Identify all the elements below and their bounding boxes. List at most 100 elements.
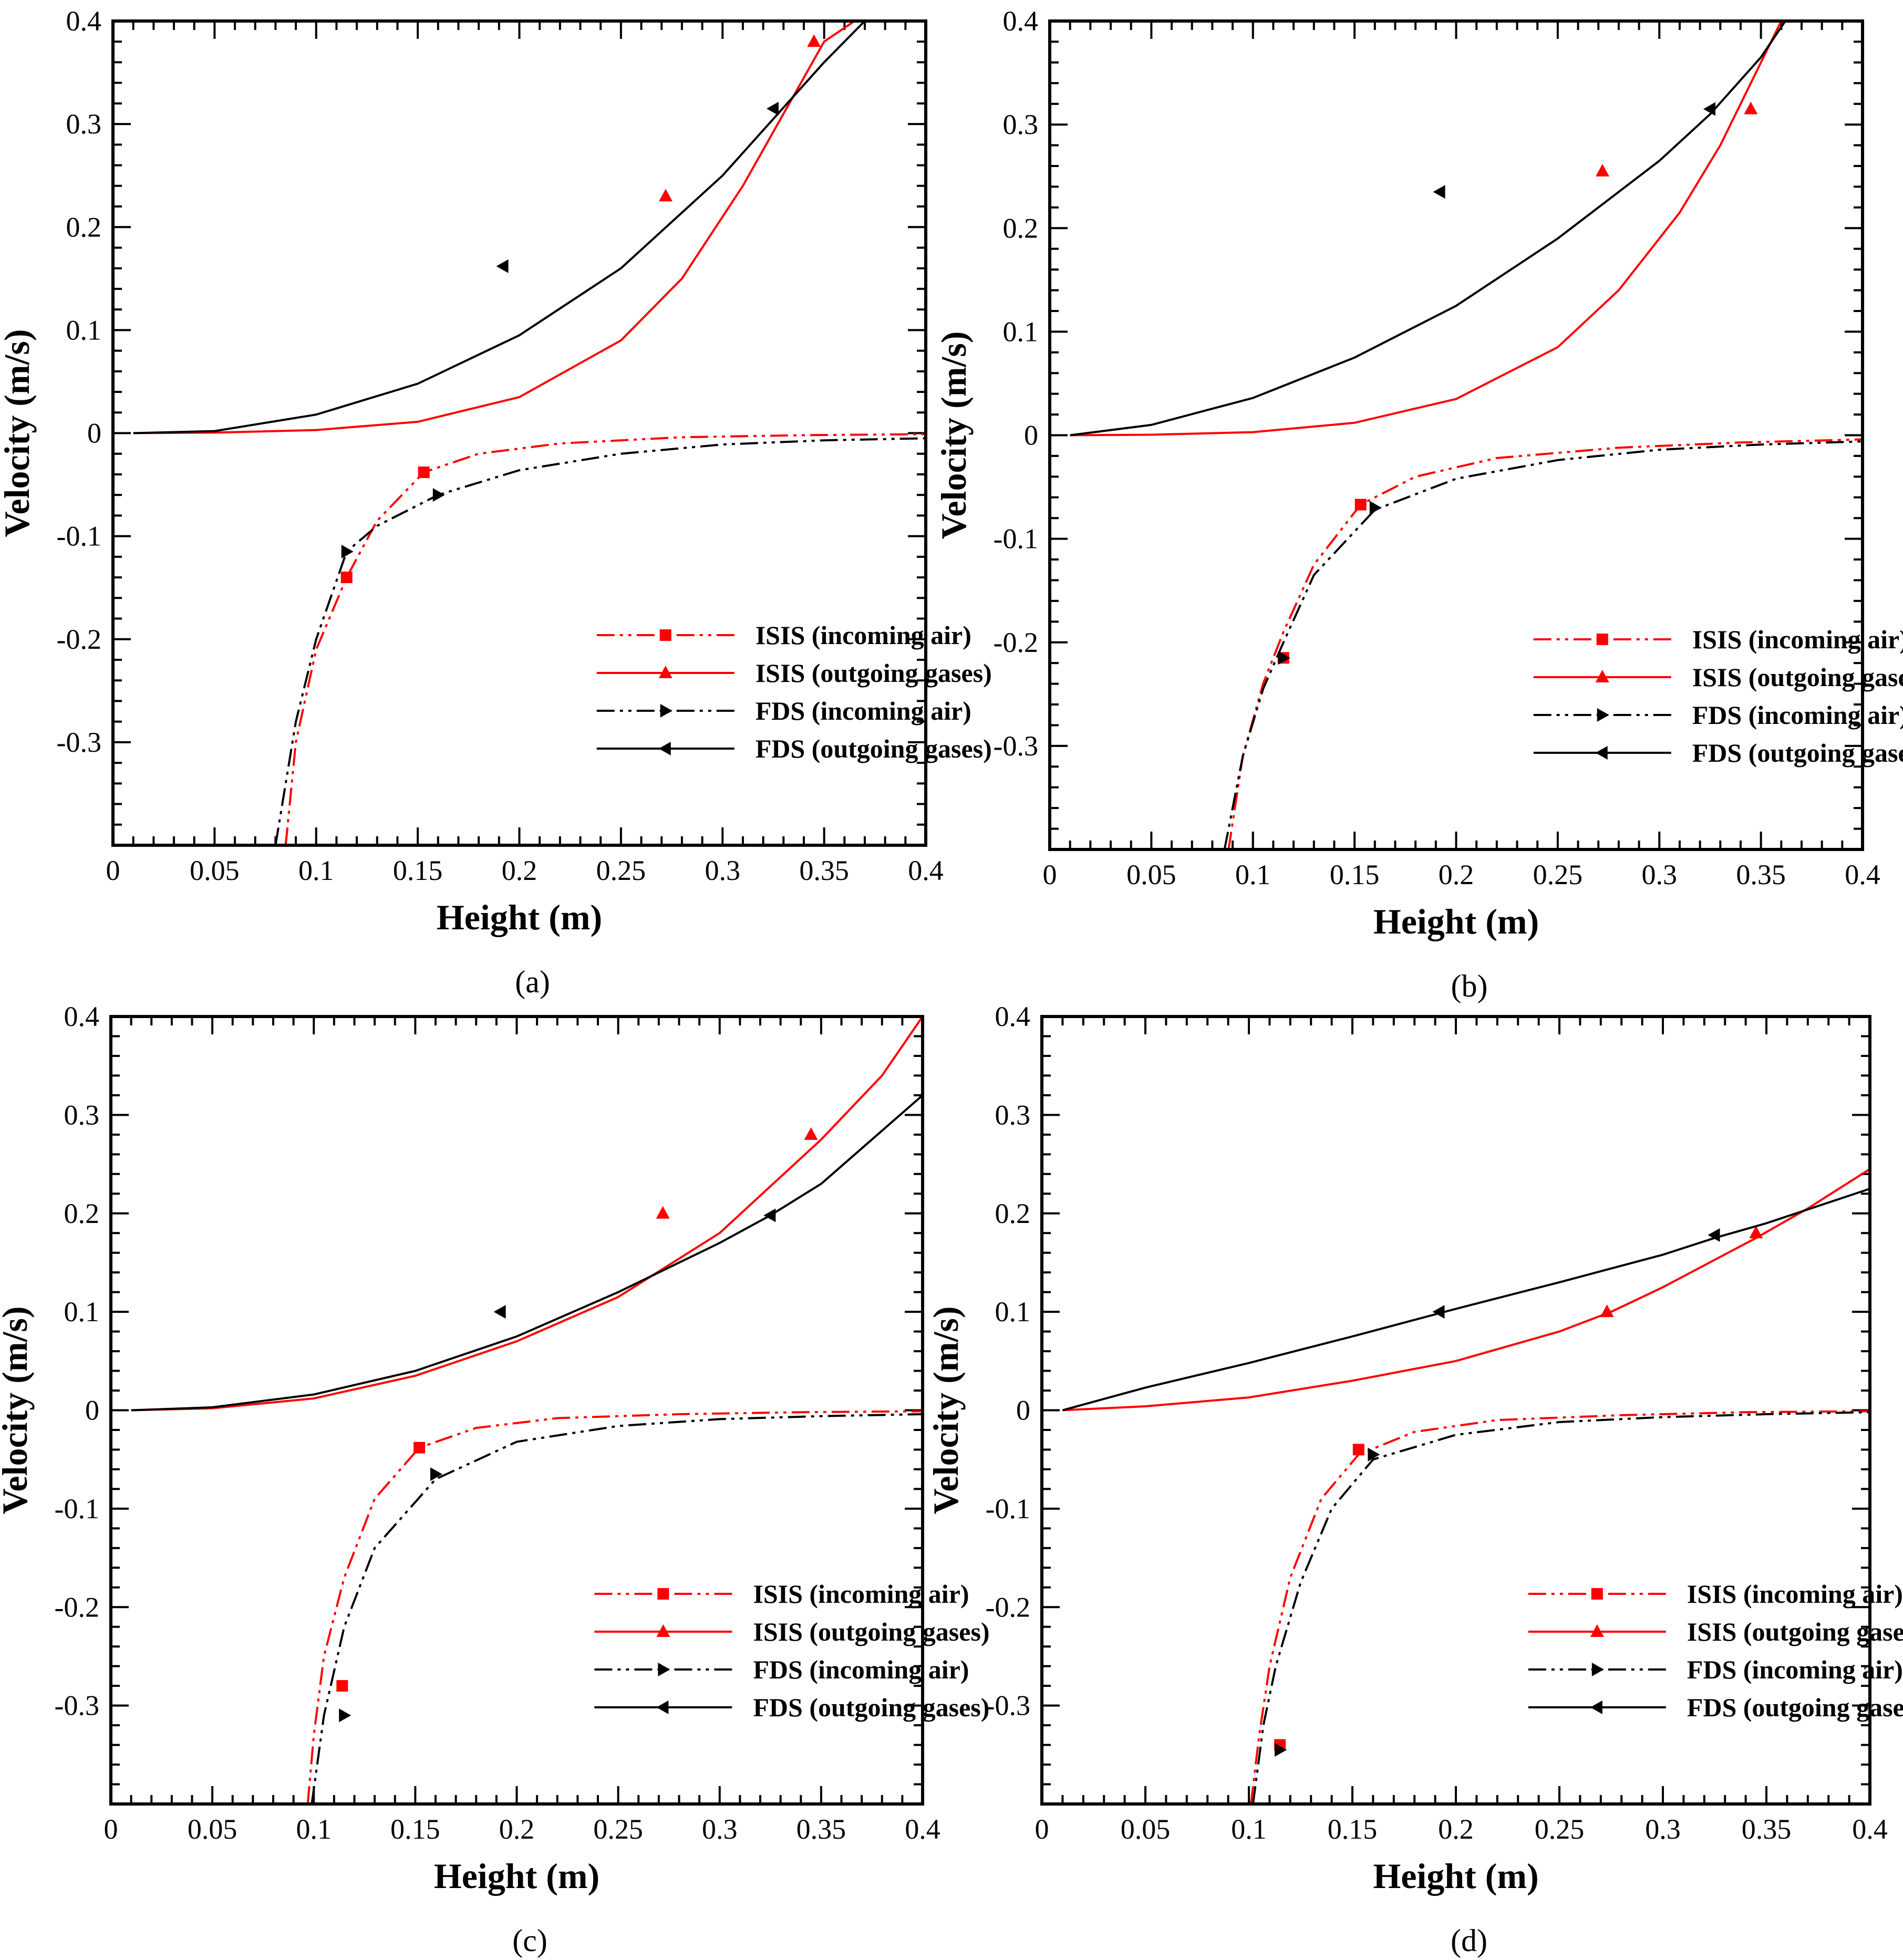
legend-marker bbox=[658, 1663, 670, 1676]
y-axis-title: Velocity (m/s) bbox=[0, 329, 37, 537]
legend-marker bbox=[1595, 746, 1608, 760]
series-line-2 bbox=[131, 1017, 923, 1412]
legend-label: ISIS (incoming air) bbox=[1692, 625, 1903, 654]
legend-label: ISIS (incoming air) bbox=[756, 620, 971, 650]
legend-label: FDS (outgoing gases) bbox=[1687, 1693, 1903, 1722]
data-point-square bbox=[336, 1680, 348, 1692]
y-tick-label: 0.2 bbox=[66, 211, 102, 243]
legend-label: FDS (outgoing gases) bbox=[753, 1693, 989, 1722]
legend-label: ISIS (outgoing gases) bbox=[753, 1617, 989, 1646]
y-tick-label: 0.3 bbox=[66, 108, 102, 140]
legend-marker bbox=[1597, 708, 1609, 722]
chart-panel-1: 0 0.05 0.1 0.15 0.2 0.25 0.3 0.35 0.4 0.4 0.3 0.2 0.… bbox=[0, 5, 992, 999]
legend-marker bbox=[657, 1588, 669, 1600]
data-point-triangle-right bbox=[1278, 651, 1290, 665]
data-point-triangle-right bbox=[1368, 1447, 1380, 1461]
y-axis-title: Velocity (m/s) bbox=[0, 1306, 35, 1515]
panel-label: (d) bbox=[1451, 1923, 1487, 1958]
data-point-square bbox=[413, 1442, 426, 1454]
series-line-3 bbox=[1252, 1411, 1870, 1804]
y-tick-label: 0 bbox=[1016, 1395, 1030, 1426]
y-tick-label: 0.2 bbox=[1003, 212, 1039, 244]
x-tick-label: 0.25 bbox=[1535, 1813, 1585, 1845]
y-tick-label: 0.4 bbox=[66, 5, 102, 37]
x-tick-label: 0.15 bbox=[1330, 859, 1380, 890]
x-tick-label: 0.3 bbox=[1645, 1813, 1681, 1845]
chart-panel-3: 0 0.05 0.1 0.15 0.2 0.25 0.3 0.35 0.4 0.4 0.3 0.2 0.… bbox=[0, 1001, 989, 1958]
data-point-square bbox=[1354, 499, 1367, 511]
y-tick-label: -0.1 bbox=[55, 1493, 99, 1525]
data-point-triangle-right bbox=[430, 1467, 442, 1481]
x-tick-label: 0.05 bbox=[190, 855, 240, 886]
series-line-3 bbox=[311, 1413, 923, 1804]
plot-area bbox=[1070, 21, 1863, 849]
legend-marker bbox=[658, 742, 671, 755]
legend-marker bbox=[656, 1700, 669, 1714]
y-tick-label: 0.1 bbox=[66, 314, 102, 346]
data-point-square bbox=[418, 466, 430, 479]
series-line-2 bbox=[133, 21, 855, 434]
y-tick-label: -0.1 bbox=[994, 523, 1038, 555]
series-line-2 bbox=[1070, 21, 1783, 437]
y-axis-title: Velocity (m/s) bbox=[926, 1306, 966, 1515]
y-axis-title: Velocity (m/s) bbox=[934, 331, 974, 540]
legend-marker bbox=[656, 1624, 670, 1637]
plot-frame bbox=[111, 19, 927, 847]
y-tick-label: -0.2 bbox=[55, 1591, 99, 1623]
legend-label: FDS (incoming air) bbox=[1687, 1655, 1903, 1684]
legend-marker bbox=[1591, 1663, 1604, 1676]
series-line-4 bbox=[1070, 21, 1786, 437]
data-point-triangle-right bbox=[341, 545, 354, 559]
x-tick-label: 0.1 bbox=[1235, 859, 1271, 890]
legend-marker bbox=[1596, 634, 1608, 645]
data-point-triangle-up bbox=[658, 189, 673, 202]
data-point-triangle-left bbox=[496, 259, 509, 273]
series-line-4 bbox=[131, 1094, 923, 1412]
y-tick-label: -0.2 bbox=[994, 627, 1038, 658]
x-tick-label: 0.4 bbox=[905, 1813, 940, 1845]
panel-label: (a) bbox=[515, 965, 550, 999]
x-tick-label: 0.1 bbox=[298, 855, 334, 886]
legend-label: FDS (incoming air) bbox=[1692, 700, 1903, 730]
legend: ISIS (incoming air) ISIS (outgoing gases)… bbox=[1533, 625, 1903, 768]
x-axis-title: Height (m) bbox=[437, 897, 602, 937]
y-tick-label: -0.3 bbox=[57, 727, 101, 758]
x-tick-label: 0.1 bbox=[296, 1813, 332, 1845]
legend-marker bbox=[660, 704, 673, 718]
y-tick-label: 0 bbox=[85, 1395, 99, 1426]
data-point-triangle-left bbox=[1703, 102, 1715, 116]
series-line-1 bbox=[306, 1410, 923, 1804]
data-point-triangle-left bbox=[1433, 185, 1445, 199]
y-tick-label: 0.3 bbox=[995, 1099, 1031, 1131]
x-tick-label: 0.15 bbox=[390, 1813, 440, 1845]
plot-frame bbox=[109, 1015, 924, 1806]
y-tick-label: 0 bbox=[87, 418, 101, 449]
chart-panel-2: 0 0.05 0.1 0.15 0.2 0.25 0.3 0.35 0.4 0.4 0.3 0.2 0.… bbox=[934, 5, 1903, 1003]
series-line-4 bbox=[133, 21, 866, 434]
y-tick-label: 0.1 bbox=[995, 1296, 1031, 1328]
data-point-triangle-right bbox=[1275, 1743, 1287, 1757]
legend-marker bbox=[658, 666, 673, 678]
x-tick-label: 0 bbox=[106, 855, 120, 886]
y-tick-label: 0.4 bbox=[64, 1001, 100, 1032]
data-point-triangle-up bbox=[1595, 163, 1609, 177]
data-point-triangle-up bbox=[656, 1206, 670, 1219]
legend: ISIS (incoming air) ISIS (outgoing gases)… bbox=[1528, 1579, 1903, 1722]
legend-marker bbox=[1591, 1588, 1603, 1600]
y-tick-label: 0.1 bbox=[64, 1296, 100, 1328]
legend-label: ISIS (outgoing gases) bbox=[1692, 662, 1903, 692]
y-tick-label: -0.1 bbox=[986, 1493, 1030, 1525]
y-tick-label: -0.2 bbox=[986, 1591, 1030, 1623]
y-tick-label: 0.4 bbox=[1003, 5, 1039, 37]
plot-frame bbox=[1048, 19, 1864, 851]
x-tick-label: 0.4 bbox=[908, 855, 944, 886]
y-tick-label: 0.1 bbox=[1003, 316, 1039, 347]
legend-label: FDS (outgoing gases) bbox=[1692, 738, 1903, 768]
legend: ISIS (incoming air) ISIS (outgoing gases)… bbox=[596, 620, 992, 763]
legend-marker bbox=[1595, 670, 1609, 682]
x-tick-label: 0.3 bbox=[1642, 859, 1678, 890]
y-tick-label: -0.2 bbox=[57, 624, 101, 655]
x-tick-label: 0.2 bbox=[1438, 1813, 1474, 1845]
plot-frame bbox=[1040, 1015, 1871, 1806]
